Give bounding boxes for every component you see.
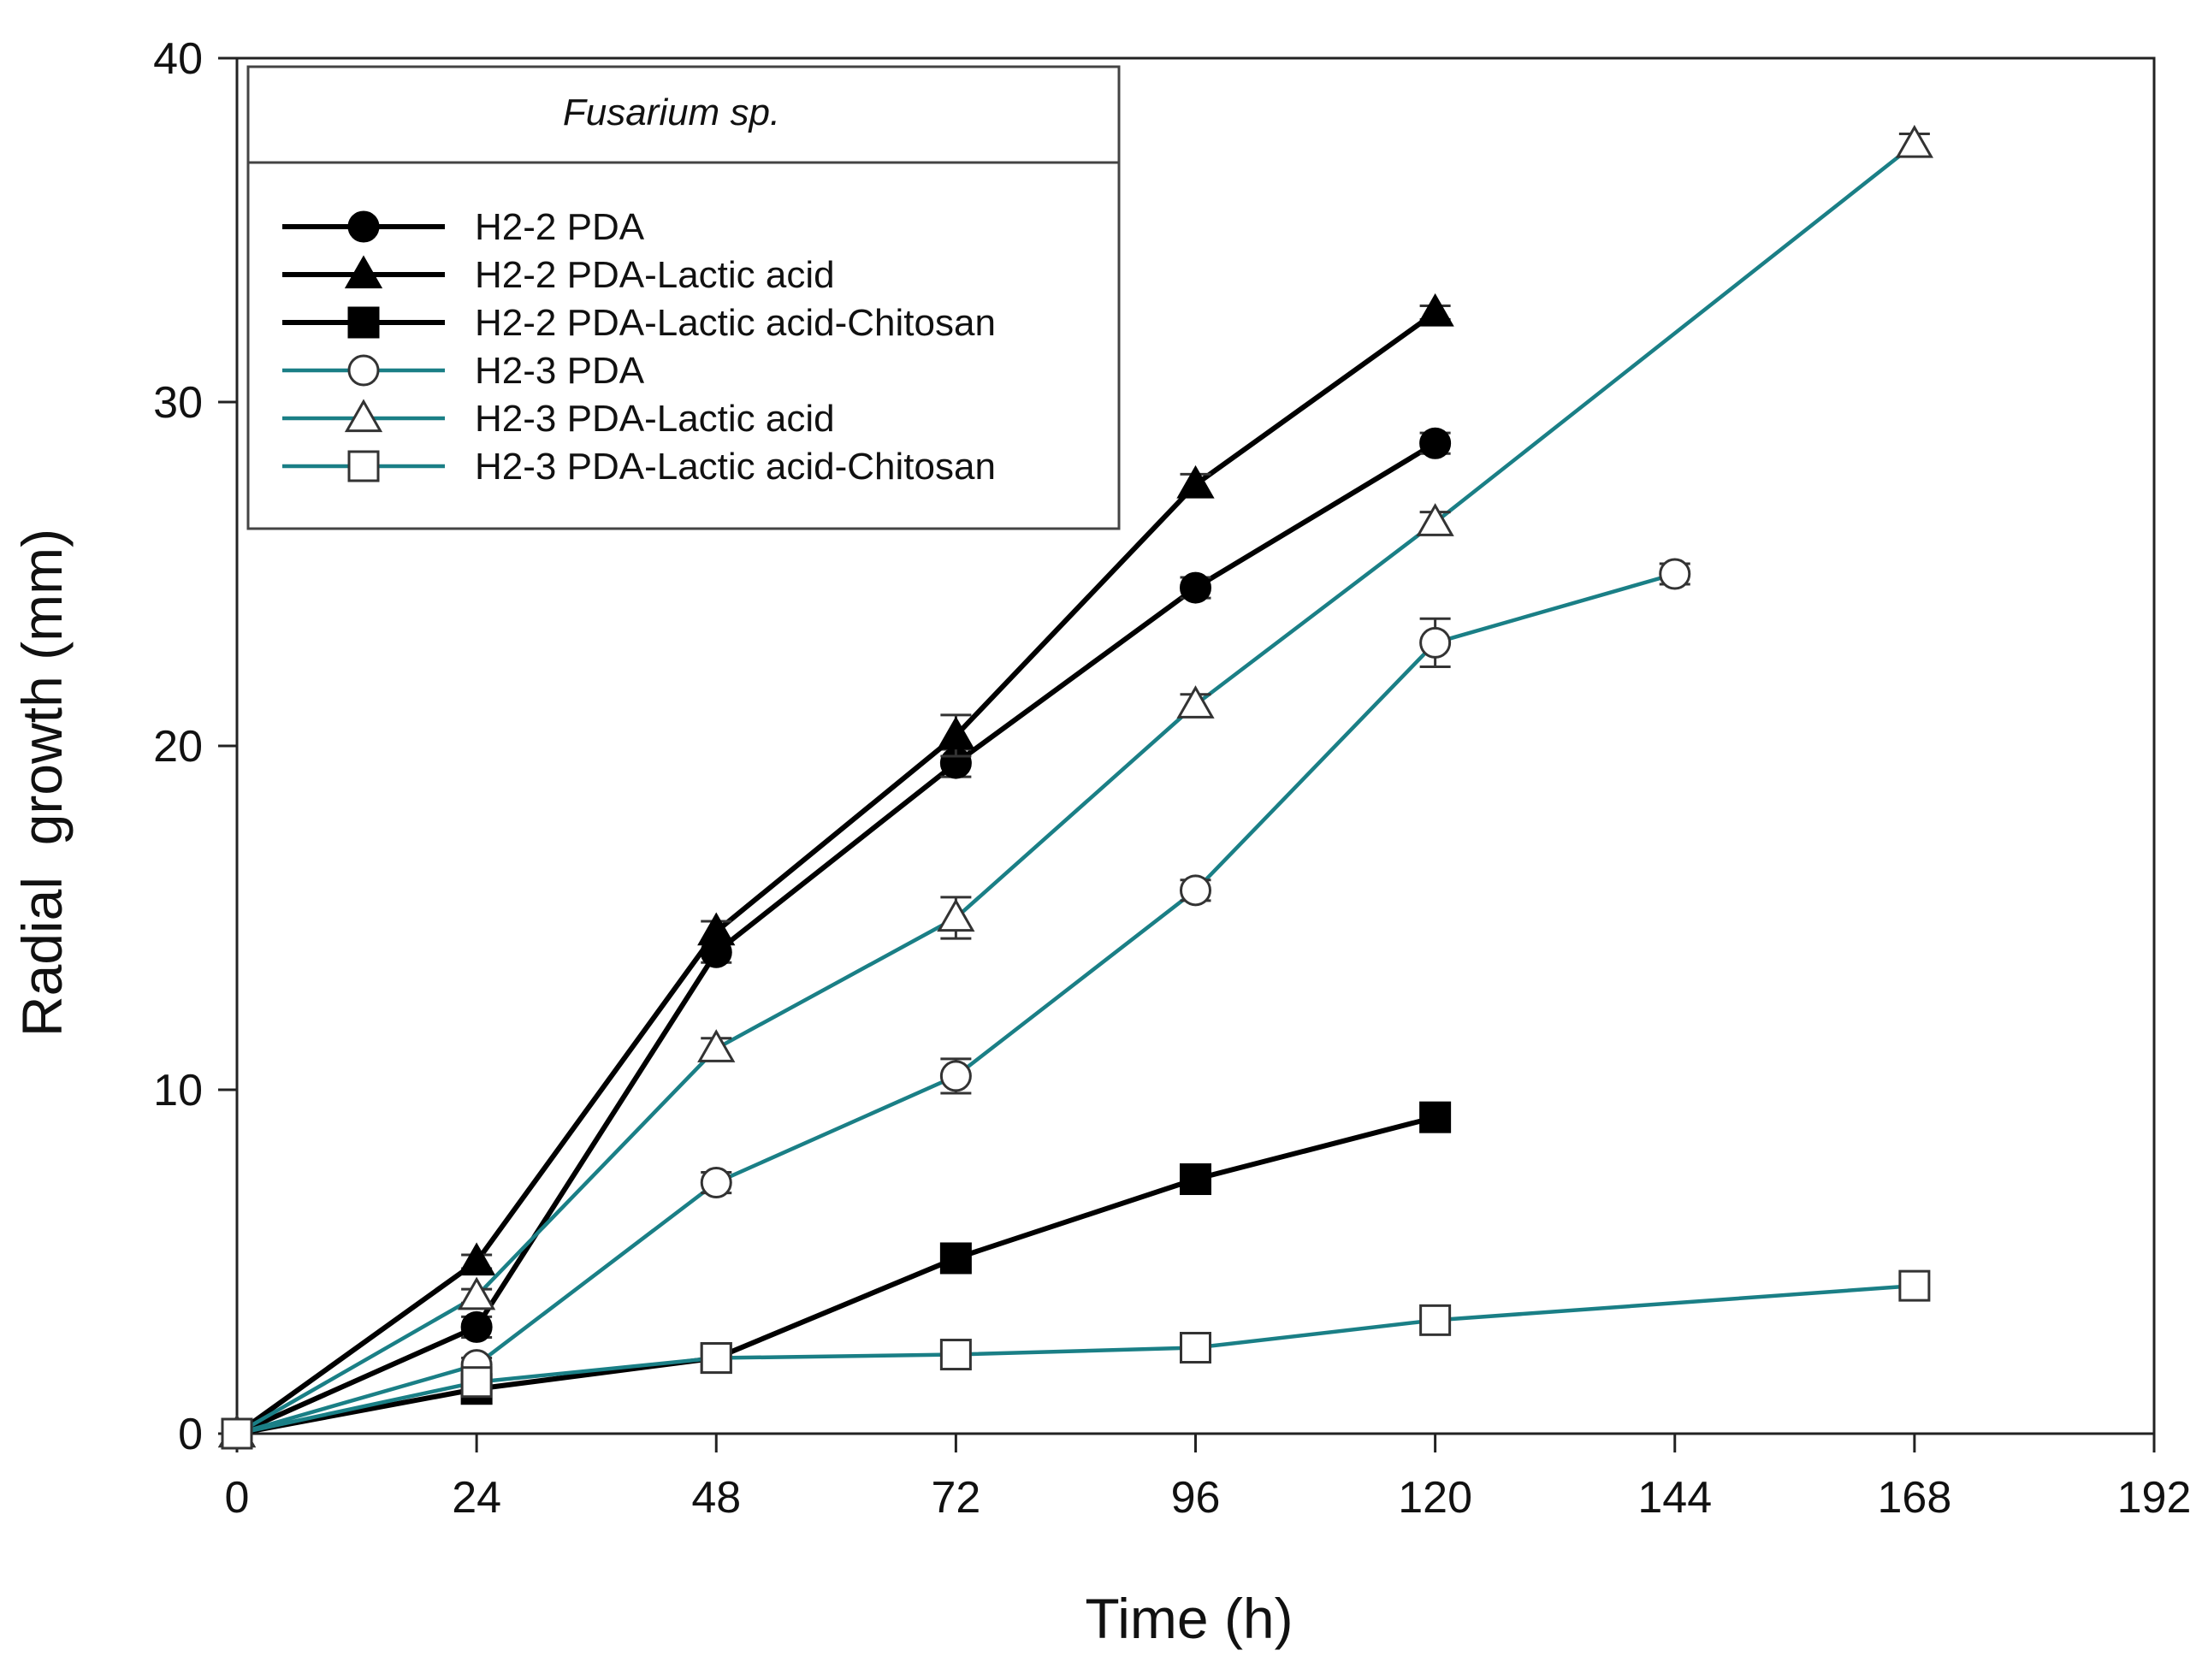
- legend-label: H2-3 PDA: [475, 350, 645, 392]
- data-point: [700, 1342, 732, 1375]
- data-point: [939, 1242, 972, 1275]
- y-tick-label: 40: [153, 34, 203, 84]
- legend-marker: [344, 399, 383, 433]
- x-tick-label: 168: [1877, 1473, 1951, 1523]
- data-point: [1419, 1101, 1452, 1133]
- series-1: [221, 427, 1452, 1450]
- series-6: [221, 1269, 1931, 1450]
- series-layer: [217, 124, 1934, 1450]
- legend-item: H2-3 PDA-Lactic acid-Chitosan: [282, 446, 996, 488]
- data-point: [1419, 427, 1452, 459]
- data-point: [937, 898, 975, 932]
- legend-item: H2-3 PDA: [282, 350, 645, 392]
- data-point: [1419, 626, 1452, 659]
- y-tick-label: 30: [153, 378, 203, 428]
- series-5: [217, 124, 1934, 1448]
- legend-marker: [344, 255, 383, 289]
- legend-label: H2-3 PDA-Lactic acid-Chitosan: [475, 446, 996, 488]
- legend-item: H2-3 PDA-Lactic acid: [282, 398, 835, 440]
- data-point: [939, 1060, 972, 1092]
- y-tick-label: 0: [178, 1410, 203, 1459]
- legend-marker: [347, 306, 380, 339]
- legend-item: H2-2 PDA: [282, 206, 645, 248]
- data-point: [457, 1242, 496, 1276]
- data-point: [1176, 685, 1215, 719]
- data-point: [457, 1276, 496, 1310]
- data-point: [697, 1029, 736, 1062]
- x-tick-label: 96: [1171, 1473, 1221, 1523]
- data-point: [460, 1310, 493, 1343]
- data-point: [939, 1339, 972, 1371]
- series-line: [235, 441, 1437, 1436]
- data-point: [937, 716, 975, 750]
- x-axis: 0 24 48 72 96 120 144 168 192: [225, 1434, 2192, 1523]
- legend-marker: [347, 354, 380, 387]
- y-tick-label: 20: [153, 722, 203, 772]
- data-point: [1176, 464, 1215, 499]
- legend-marker: [347, 210, 380, 243]
- x-tick-label: 120: [1398, 1473, 1472, 1523]
- data-point: [1416, 503, 1454, 536]
- x-tick-label: 72: [931, 1473, 980, 1523]
- data-point: [1180, 1163, 1211, 1196]
- series-line: [236, 1115, 1436, 1436]
- x-tick-label: 192: [2117, 1473, 2192, 1523]
- legend-item: H2-2 PDA-Lactic acid: [282, 254, 835, 296]
- legend-label: H2-2 PDA-Lactic acid: [475, 254, 835, 296]
- data-point: [221, 1417, 253, 1450]
- x-tick-label: 24: [452, 1473, 501, 1523]
- data-point: [1180, 1332, 1211, 1364]
- y-axis-title: Radial growth (mm): [10, 529, 74, 1037]
- legend-title: Fusarium sp.: [563, 92, 780, 133]
- y-axis: 0 10 20 30 40: [153, 34, 237, 1459]
- data-point: [1180, 874, 1211, 907]
- data-point: [1659, 558, 1691, 590]
- legend: Fusarium sp. H2-2 PDA H2-2 PDA-Lactic aci…: [246, 65, 1121, 530]
- data-point: [460, 1366, 493, 1399]
- legend-label: H2-2 PDA-Lactic acid-Chitosan: [475, 302, 996, 344]
- legend-marker: [347, 450, 380, 482]
- x-tick-label: 0: [225, 1473, 250, 1523]
- legend-items: H2-2 PDA H2-2 PDA-Lactic acid H2-2 PDA-Lac…: [282, 206, 996, 488]
- legend-label: H2-2 PDA: [475, 206, 645, 248]
- x-tick-label: 48: [691, 1473, 741, 1523]
- y-tick-label: 10: [153, 1066, 203, 1115]
- data-point: [1898, 1269, 1931, 1302]
- data-point: [697, 912, 736, 946]
- data-point: [1416, 293, 1454, 327]
- x-axis-title: Time (h): [1085, 1587, 1293, 1650]
- series-line: [235, 311, 1437, 1436]
- data-point: [1895, 124, 1934, 158]
- legend-item: H2-2 PDA-Lactic acid-Chitosan: [282, 302, 996, 344]
- legend-label: H2-3 PDA-Lactic acid: [475, 398, 835, 440]
- legend-box: [246, 65, 1121, 530]
- data-point: [1180, 571, 1211, 604]
- x-tick-label: 144: [1637, 1473, 1712, 1523]
- data-point: [700, 1167, 732, 1199]
- data-point: [1419, 1304, 1452, 1336]
